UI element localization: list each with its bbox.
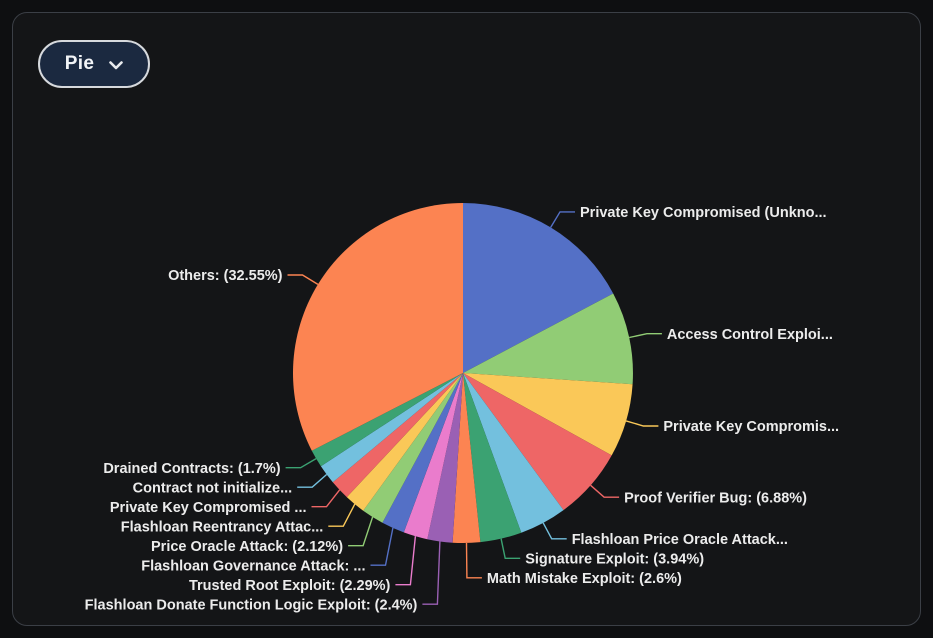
pie-label: Trusted Root Exploit: (2.29%) xyxy=(189,578,391,594)
pie-slice-7[interactable] xyxy=(452,373,481,544)
pie-label-line xyxy=(590,484,620,498)
pie-slice-11[interactable] xyxy=(363,373,463,523)
pie-label-line xyxy=(550,211,575,228)
pie-label: Drained Contracts: (1.7%) xyxy=(103,461,280,477)
pie-slice-5[interactable] xyxy=(463,373,564,533)
pie-slice-13[interactable] xyxy=(332,373,463,498)
pie-slice-6[interactable] xyxy=(463,373,522,543)
pie-slice-15[interactable] xyxy=(311,373,463,467)
pie-label-line xyxy=(395,536,417,586)
pie-label-line xyxy=(370,527,394,566)
pie-label-line xyxy=(285,457,317,469)
pie-label-line xyxy=(297,473,328,488)
pie-label: Flashloan Governance Attack: ... xyxy=(141,558,365,574)
chart-type-dropdown[interactable]: Pie xyxy=(38,40,150,88)
pie-label: Proof Verifier Bug: (6.88%) xyxy=(624,490,807,506)
pie-label-line xyxy=(500,538,521,559)
pie-slice-10[interactable] xyxy=(382,373,463,533)
pie-label: Private Key Compromised ... xyxy=(110,500,307,516)
pie-label-line xyxy=(465,542,482,579)
pie-label-line xyxy=(629,333,662,339)
pie-label: Access Control Exploi... xyxy=(667,327,833,343)
pie-label: Math Mistake Exploit: (2.6%) xyxy=(487,571,682,587)
chart-type-label: Pie xyxy=(64,53,95,74)
pie-slice-3[interactable] xyxy=(463,373,633,456)
chevron-down-icon xyxy=(109,60,124,70)
pie-label-line xyxy=(625,420,659,427)
pie-label: Signature Exploit: (3.94%) xyxy=(525,551,704,567)
pie-slice-12[interactable] xyxy=(346,373,463,511)
pie-label-line xyxy=(287,274,319,285)
pie-label-line xyxy=(348,516,374,547)
pie-label: Flashloan Donate Function Logic Exploit:… xyxy=(85,597,418,613)
pie-label: Price Oracle Attack: (2.12%) xyxy=(151,539,343,555)
pie-label-line xyxy=(422,541,441,605)
pie-label-line xyxy=(328,503,356,527)
pie-label: Private Key Compromised (Unkno... xyxy=(580,205,827,221)
pie-label: Flashloan Price Oracle Attack... xyxy=(572,532,788,548)
pie-slice-16[interactable] xyxy=(293,203,463,451)
pie-label: Private Key Compromis... xyxy=(663,419,839,435)
pie-label: Contract not initialize... xyxy=(133,480,293,496)
pie-label: Flashloan Reentrancy Attac... xyxy=(121,519,324,535)
pie-label-line xyxy=(311,489,341,508)
pie-slice-14[interactable] xyxy=(320,373,463,483)
pie-label: Others: (32.55%) xyxy=(168,268,283,284)
pie-slice-2[interactable] xyxy=(463,293,633,385)
pie-slice-4[interactable] xyxy=(463,373,612,511)
pie-label-line xyxy=(542,522,567,540)
pie-slice-9[interactable] xyxy=(403,373,463,540)
pie-slice-1[interactable] xyxy=(463,203,614,373)
pie-slice-8[interactable] xyxy=(427,373,463,543)
